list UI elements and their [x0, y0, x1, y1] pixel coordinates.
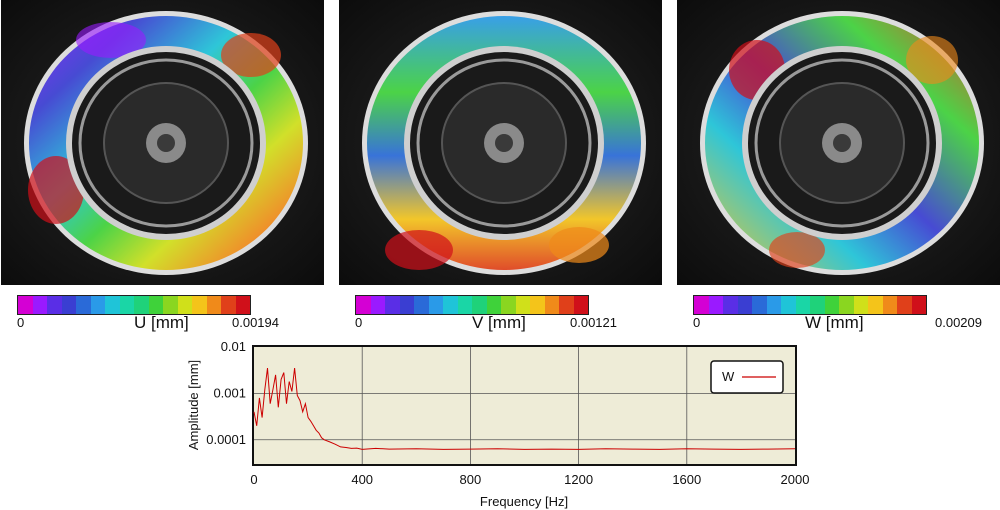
x-axis-title: Frequency [Hz] — [480, 494, 568, 509]
colorbar-swatch — [76, 296, 91, 314]
colorbar-swatch — [457, 296, 472, 314]
plot-area — [252, 345, 797, 466]
colorbar-swatch — [356, 296, 371, 314]
w-colorbar-label: W [mm] — [805, 313, 864, 332]
colorbar-swatch — [723, 296, 738, 314]
x-tick-label: 400 — [351, 472, 373, 487]
colorbar-swatch — [530, 296, 545, 314]
w-colorbar-min: 0 — [693, 315, 701, 330]
y-axis-title: Amplitude [mm] — [186, 360, 201, 450]
colorbar-swatch — [148, 296, 163, 314]
colorbar-swatch — [90, 296, 105, 314]
y-tick-label: 0.001 — [213, 385, 246, 400]
colorbar-swatch — [544, 296, 559, 314]
x-tick-label: 0 — [250, 472, 257, 487]
colorbar-swatch — [795, 296, 810, 314]
y-tick-label: 0.01 — [221, 339, 246, 354]
u-colorbar-max: 0.00194 — [232, 315, 279, 330]
w-displacement-panel — [677, 0, 1000, 285]
v-displacement-panel — [339, 0, 662, 285]
colorbar-swatch — [737, 296, 752, 314]
colorbar-swatch — [766, 296, 781, 314]
colorbar-swatch — [897, 296, 912, 314]
colorbar-swatch — [708, 296, 723, 314]
x-tick-label: 800 — [460, 472, 482, 487]
legend-label-w: W — [722, 369, 735, 384]
colorbar-swatch — [501, 296, 516, 314]
colorbar-swatch — [221, 296, 236, 314]
colorbar-swatch — [839, 296, 854, 314]
colorbar-swatch — [911, 296, 926, 314]
colorbar-swatch — [18, 296, 33, 314]
v-colorbar-label: V [mm] — [472, 313, 526, 332]
colorbar-swatch — [47, 296, 62, 314]
v-colorbar — [355, 295, 589, 315]
w-colorbar-max: 0.00209 — [935, 315, 982, 330]
colorbar-swatch — [853, 296, 868, 314]
series-line-w — [253, 368, 796, 450]
colorbar-swatch — [163, 296, 178, 314]
colorbar-swatch — [385, 296, 400, 314]
y-tick-labels: 0.0001 0.001 0.01 — [206, 339, 246, 447]
x-tick-label: 2000 — [781, 472, 810, 487]
colorbar-swatch — [486, 296, 501, 314]
v-tire-image — [339, 0, 662, 285]
u-displacement-panel — [1, 0, 324, 285]
x-tick-label: 1200 — [564, 472, 593, 487]
colorbar-swatch — [206, 296, 221, 314]
colorbar-swatch — [119, 296, 134, 314]
colorbar-swatch — [32, 296, 47, 314]
colorbar-swatch — [428, 296, 443, 314]
v-colorbar-max: 0.00121 — [570, 315, 617, 330]
colorbar-swatch — [694, 296, 709, 314]
colorbar-swatch — [414, 296, 429, 314]
colorbar-swatch — [192, 296, 207, 314]
colorbar-swatch — [235, 296, 250, 314]
colorbar-swatch — [105, 296, 120, 314]
x-tick-label: 1600 — [672, 472, 701, 487]
legend: W — [710, 360, 784, 394]
colorbar-swatch — [399, 296, 414, 314]
colorbar-swatch — [824, 296, 839, 314]
u-colorbar-min: 0 — [17, 315, 25, 330]
x-tick-labels: 0 400 800 1200 1600 2000 — [250, 472, 809, 487]
amplitude-spectrum-chart: 0 400 800 1200 1600 2000 0.0001 0.001 0.01 W Fr… — [186, 339, 809, 509]
v-colorbar-min: 0 — [355, 315, 363, 330]
colorbar-swatch — [370, 296, 385, 314]
colorbar-swatch — [573, 296, 588, 314]
colorbar-swatch — [559, 296, 574, 314]
colorbar-swatch — [177, 296, 192, 314]
u-colorbar-label: U [mm] — [134, 313, 189, 332]
u-colorbar — [17, 295, 251, 315]
w-colorbar — [693, 295, 927, 315]
colorbar-swatch — [443, 296, 458, 314]
colorbar-swatch — [868, 296, 883, 314]
colorbar-swatch — [752, 296, 767, 314]
colorbar-swatch — [61, 296, 76, 314]
colorbar-swatch — [134, 296, 149, 314]
grid-lines — [254, 347, 795, 464]
colorbar-swatch — [810, 296, 825, 314]
w-tire-image — [677, 0, 1000, 285]
colorbar-swatch — [781, 296, 796, 314]
colorbar-swatch — [472, 296, 487, 314]
colorbar-swatch — [515, 296, 530, 314]
y-tick-label: 0.0001 — [206, 432, 246, 447]
u-tire-image — [1, 0, 324, 285]
colorbar-swatch — [882, 296, 897, 314]
